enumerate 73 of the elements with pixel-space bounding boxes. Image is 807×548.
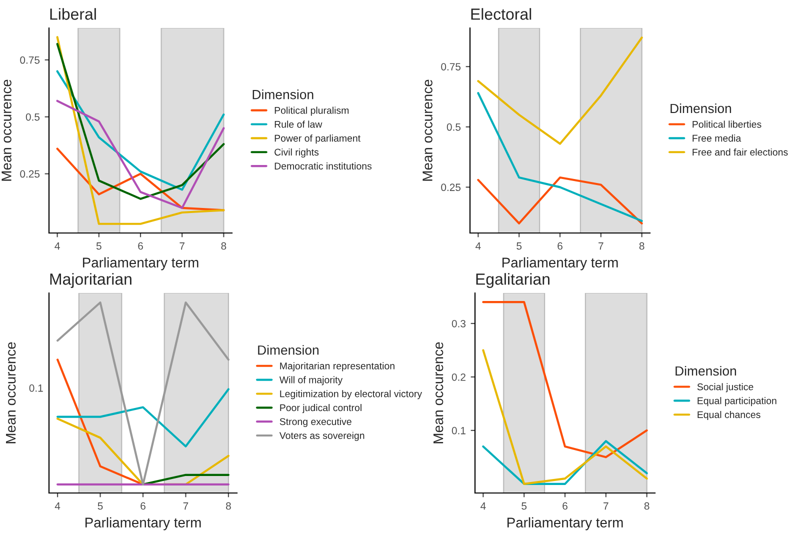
line-series: [482, 301, 648, 458]
line-series: [56, 42, 225, 200]
y-tick-label: 0.1: [452, 426, 466, 434]
legend-label: Will of majority: [279, 376, 343, 386]
x-tick-label: 5: [522, 502, 527, 510]
legend-label: Political liberties: [692, 120, 762, 128]
line-series: [56, 148, 225, 212]
x-tick-label: 8: [226, 502, 231, 510]
y-tick-label: 0.75: [441, 63, 461, 70]
line-series: [477, 92, 643, 222]
x-tick-label: 8: [221, 242, 226, 250]
y-axis-title: Mean occurence: [2, 80, 12, 181]
x-tick-label: 7: [183, 502, 188, 510]
line-series: [482, 440, 648, 485]
legend-label: Power of parliament: [274, 134, 360, 144]
line-series: [56, 70, 225, 191]
y-tick-label: 0.5: [446, 123, 461, 131]
x-axis-title: Parliamentary term: [82, 257, 198, 270]
x-tick-label: 7: [180, 242, 184, 250]
chart-title: Liberal: [50, 8, 96, 20]
legend-title: Dimension: [676, 366, 736, 376]
x-tick-label: 5: [98, 502, 103, 510]
x-axis-title: Parliamentary term: [502, 257, 618, 270]
x-axis-title: Parliamentary term: [85, 517, 201, 530]
legend-label: Poor judical control: [280, 404, 362, 414]
y-axis-title: Mean occurence: [6, 342, 16, 444]
y-tick-label: 0.3: [452, 320, 466, 328]
legend-label: Free media: [692, 134, 742, 142]
y-tick-label: 0.25: [441, 184, 461, 192]
x-tick-label: 4: [476, 242, 481, 250]
x-tick-label: 8: [639, 242, 644, 250]
y-tick-label: 0.75: [20, 56, 40, 64]
chart-title: Egalitarian: [476, 273, 550, 288]
legend-title: Dimension: [258, 345, 319, 355]
line-series: [56, 100, 225, 209]
line-series: [56, 36, 225, 225]
y-tick-label: 0.5: [26, 113, 40, 121]
legend-label: Voters as sovereign: [279, 432, 364, 441]
y-tick-label: 0.25: [20, 170, 40, 178]
line-series: [477, 36, 643, 145]
x-tick-label: 7: [598, 242, 604, 250]
x-axis-title: Parliamentary term: [507, 517, 623, 530]
x-tick-label: 5: [516, 242, 522, 250]
x-tick-label: 4: [54, 242, 60, 250]
legend-label: Equal participation: [698, 397, 776, 406]
y-axis-title: Mean occurence: [434, 342, 444, 444]
x-tick-label: 7: [604, 502, 608, 510]
legend-label: Political pluralism: [274, 106, 349, 116]
legend-label: Social justice: [697, 383, 754, 392]
legend-label: Equal chances: [698, 410, 760, 420]
legend-label: Rule of law: [274, 120, 322, 128]
line-series: [482, 349, 648, 485]
legend-label: Free and fair elections: [692, 148, 788, 156]
x-tick-label: 5: [96, 242, 102, 250]
chart-title: Electoral: [471, 8, 532, 20]
x-tick-label: 4: [54, 502, 60, 510]
x-tick-label: 6: [558, 242, 562, 250]
legend-label: Democratic institutions: [274, 162, 372, 170]
legend-label: Strong executive: [280, 418, 352, 427]
legend-label: Civil rights: [274, 148, 319, 158]
y-tick-label: 0.2: [452, 373, 466, 381]
legend-label: Legitimization by electoral victory: [280, 390, 422, 400]
legend-title: Dimension: [670, 103, 732, 114]
chart-title: Majoritarian: [50, 273, 132, 288]
x-tick-label: 6: [140, 502, 146, 510]
y-axis-title: Mean occurence: [422, 80, 432, 181]
x-tick-label: 6: [138, 242, 143, 250]
x-tick-label: 4: [480, 502, 486, 510]
legend-title: Dimension: [252, 90, 314, 100]
legend-label: Majoritarian representation: [280, 362, 394, 372]
line-series: [477, 176, 643, 224]
x-tick-label: 6: [562, 502, 568, 510]
x-tick-label: 8: [644, 502, 650, 510]
